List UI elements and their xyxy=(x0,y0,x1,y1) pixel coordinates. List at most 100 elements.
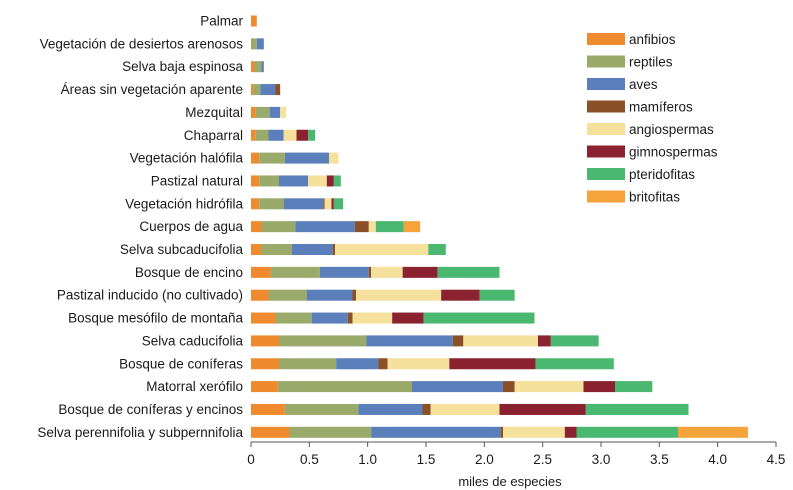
x-tick-label: 1.5 xyxy=(417,452,436,467)
bar-segment-anfibios xyxy=(251,15,257,27)
bar-segment-anfibios xyxy=(251,61,255,73)
bar-segment-reptiles xyxy=(270,266,320,278)
bar-segment-aves xyxy=(260,84,276,96)
bar-segment-gimnospermas xyxy=(331,198,334,210)
bar-segment-aves xyxy=(336,358,379,370)
bar-segment-pteridofitas xyxy=(550,335,599,347)
bar-segment-pteridofitas xyxy=(479,289,515,301)
category-label: Selva caducifolia xyxy=(142,333,244,348)
bar-segment-reptiles xyxy=(261,244,292,255)
bar-segment-reptiles xyxy=(251,38,257,50)
bar-segment-reptiles xyxy=(253,84,261,96)
bar-segment-pteridofitas xyxy=(333,198,344,210)
category-label: Matorral xerófilo xyxy=(146,379,243,394)
bar-segment-mamiferos xyxy=(352,289,356,301)
category-label: Pastizal natural xyxy=(151,173,243,188)
bar-segment-angiospermas xyxy=(430,403,500,415)
x-tick-label: 4.0 xyxy=(708,452,727,467)
legend-label: aves xyxy=(629,77,658,92)
legend-label: reptiles xyxy=(629,55,673,70)
bar-segment-anfibios xyxy=(251,335,279,347)
bar-segment-aves xyxy=(412,381,503,393)
bar-segment-britofitas xyxy=(678,426,748,438)
legend-label: mamíferos xyxy=(629,100,693,115)
bar-segment-reptiles xyxy=(279,335,367,347)
bar-segment-angiospermas xyxy=(368,221,376,233)
bar-segment-angiospermas xyxy=(324,198,332,210)
legend-swatch xyxy=(587,145,625,158)
bar-segment-mamiferos xyxy=(347,312,353,324)
bar-segment-mamiferos xyxy=(422,403,431,415)
category-label: Chaparral xyxy=(184,128,243,143)
bar-segment-pteridofitas xyxy=(428,244,446,255)
category-label: Vegetación de desiertos arenosos xyxy=(40,36,244,51)
bar-segment-anfibios xyxy=(251,289,269,301)
bar-segment-reptiles xyxy=(259,198,284,210)
bar-segment-pteridofitas xyxy=(308,129,316,141)
category-label: Vegetación hidrófila xyxy=(125,196,243,211)
legend-swatch xyxy=(587,100,625,113)
bar-segment-aves xyxy=(283,198,324,210)
bar-segment-mamiferos xyxy=(452,335,464,347)
bar-segment-anfibios xyxy=(251,244,262,255)
bar-segment-angiospermas xyxy=(387,358,450,370)
bar-segment-reptiles xyxy=(255,129,269,141)
legend-label: gimnospermas xyxy=(629,145,718,160)
bar-segment-aves xyxy=(256,38,264,50)
category-label: Bosque de coníferas xyxy=(119,356,243,371)
x-tick-label: 0 xyxy=(247,452,255,467)
bar-segment-aves xyxy=(366,335,453,347)
bar-segment-aves xyxy=(268,129,284,141)
bar-segment-pteridofitas xyxy=(333,175,341,187)
bar-segment-pteridofitas xyxy=(423,312,535,324)
bar-segment-aves xyxy=(307,289,353,301)
bar-segment-aves xyxy=(284,152,330,164)
bar-segment-mamiferos xyxy=(354,221,369,233)
bar-segment-britofitas xyxy=(403,221,421,233)
bar-segment-gimnospermas xyxy=(449,358,536,370)
bar-segment-reptiles xyxy=(279,358,337,370)
bar-segment-anfibios xyxy=(251,152,260,164)
bar-segment-angiospermas xyxy=(329,152,339,164)
bar-segment-reptiles xyxy=(255,106,270,118)
bar-segment-gimnospermas xyxy=(441,289,480,301)
x-tick-label: 2.5 xyxy=(533,452,552,467)
bar-segment-pteridofitas xyxy=(437,266,500,278)
bar-segment-anfibios xyxy=(251,221,262,233)
bar-segment-mamiferos xyxy=(323,198,325,210)
bar-segment-reptiles xyxy=(275,312,312,324)
bar-segment-gimnospermas xyxy=(392,312,424,324)
bar-segment-gimnospermas xyxy=(402,266,438,278)
bar-segment-mamiferos xyxy=(500,426,503,438)
category-labels: Palmar Vegetación de desiertos arenosos Se… xyxy=(37,14,243,440)
bar-segment-gimnospermas xyxy=(326,175,334,187)
bar-segment-angiospermas xyxy=(356,289,442,301)
legend-swatch xyxy=(587,55,625,68)
bar-segment-angiospermas xyxy=(371,266,403,278)
x-tick-label: 1.0 xyxy=(358,452,377,467)
bar-segment-aves xyxy=(279,175,309,187)
bar-segment-anfibios xyxy=(251,312,276,324)
bar-segment-gimnospermas xyxy=(564,426,577,438)
x-tick-label: 4.5 xyxy=(767,452,786,467)
category-label: Selva baja espinosa xyxy=(122,59,243,74)
bar-segment-mamiferos xyxy=(275,84,281,96)
bar-segment-pteridofitas xyxy=(375,221,404,233)
bar-segment-aves xyxy=(269,106,281,118)
bar-segment-reptiles xyxy=(277,381,412,393)
bar-segment-angiospermas xyxy=(514,381,584,393)
bar-segment-reptiles xyxy=(289,426,372,438)
bar-segment-gimnospermas xyxy=(538,335,551,347)
category-label: Cuerpos de agua xyxy=(139,219,243,234)
bar-segment-pteridofitas xyxy=(535,358,614,370)
legend-swatch xyxy=(587,190,625,203)
bar-segment-pteridofitas xyxy=(585,403,689,415)
legend-label: britofitas xyxy=(629,190,680,205)
legend-swatch xyxy=(587,168,625,180)
bar-segment-pteridofitas xyxy=(615,381,653,393)
legend-label: pteridofitas xyxy=(629,167,695,182)
bar-segment-reptiles xyxy=(284,403,359,415)
bar-segment-angiospermas xyxy=(308,175,327,187)
bar-segment-anfibios xyxy=(251,84,254,96)
bar-segment-anfibios xyxy=(251,403,285,415)
